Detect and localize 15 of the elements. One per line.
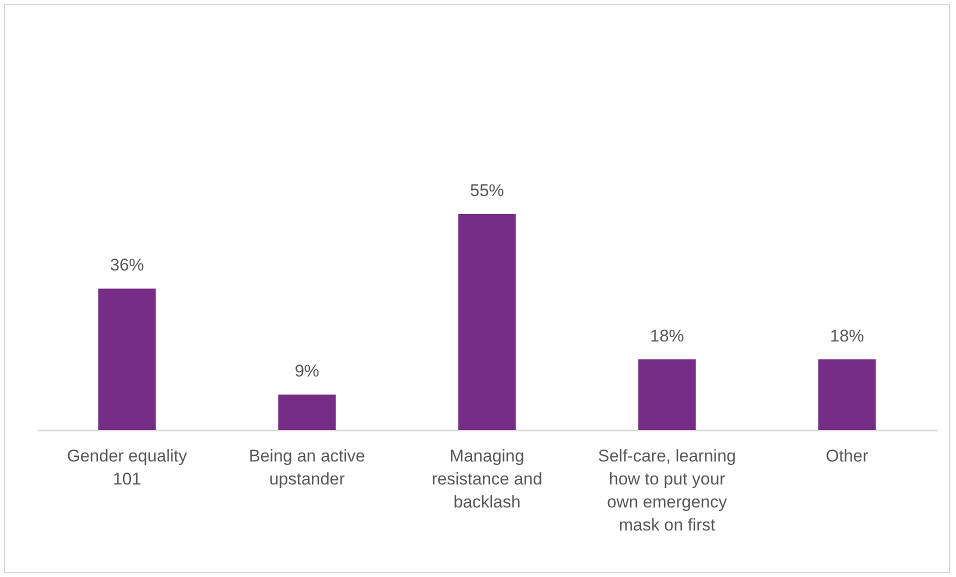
bar: [638, 359, 696, 430]
bar: [458, 214, 516, 430]
data-label: 9%: [294, 362, 320, 381]
x-tick-label: Being an active upstander: [248, 446, 366, 488]
data-label: 18%: [650, 326, 684, 346]
data-label: 55%: [470, 181, 504, 200]
bar: [818, 359, 876, 430]
x-tick-label: Managing resistance and backlash: [432, 446, 542, 512]
data-label: 18%: [830, 326, 864, 346]
x-tick-label: Other: [826, 446, 869, 466]
bar: [278, 394, 336, 430]
x-tick-label: Gender equality 101: [66, 446, 188, 488]
data-label: 36%: [110, 256, 144, 275]
bar: [98, 288, 156, 430]
x-tick-label: Self-care, learning how to put your own emergency mask on first: [598, 446, 736, 534]
